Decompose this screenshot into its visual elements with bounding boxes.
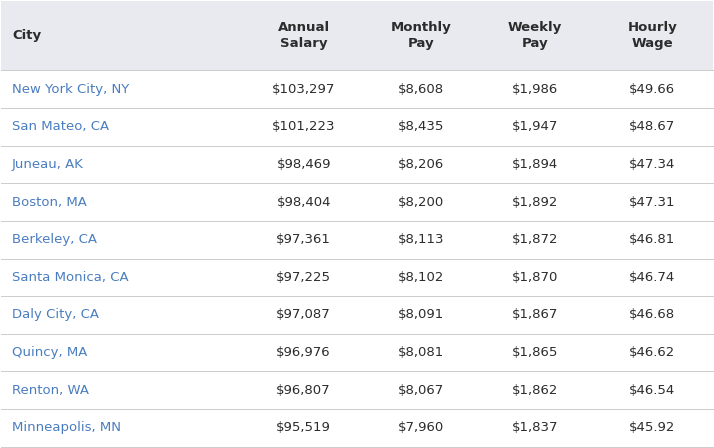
Text: Santa Monica, CA: Santa Monica, CA — [12, 271, 129, 284]
Bar — [1, 108, 713, 146]
Text: Renton, WA: Renton, WA — [12, 383, 89, 396]
Text: Weekly
Pay: Weekly Pay — [508, 22, 562, 50]
Bar — [1, 221, 713, 258]
Text: $1,894: $1,894 — [512, 158, 558, 171]
Text: $1,867: $1,867 — [512, 308, 558, 321]
Text: $95,519: $95,519 — [276, 421, 331, 434]
Text: $7,960: $7,960 — [398, 421, 444, 434]
Text: Annual
Salary: Annual Salary — [278, 22, 330, 50]
Text: $8,102: $8,102 — [398, 271, 444, 284]
Text: $98,469: $98,469 — [276, 158, 331, 171]
Text: $1,837: $1,837 — [511, 421, 558, 434]
Bar — [1, 334, 713, 371]
Bar — [1, 70, 713, 108]
Text: $1,892: $1,892 — [512, 196, 558, 209]
Bar — [1, 183, 713, 221]
Bar — [1, 1, 713, 70]
Text: $46.68: $46.68 — [629, 308, 675, 321]
Text: $8,081: $8,081 — [398, 346, 444, 359]
Text: $8,091: $8,091 — [398, 308, 444, 321]
Text: Berkeley, CA: Berkeley, CA — [12, 233, 97, 246]
Text: Monthly
Pay: Monthly Pay — [391, 22, 451, 50]
Text: $8,200: $8,200 — [398, 196, 444, 209]
Bar — [1, 258, 713, 296]
Bar — [1, 409, 713, 447]
Text: $8,067: $8,067 — [398, 383, 444, 396]
Text: Juneau, AK: Juneau, AK — [12, 158, 84, 171]
Text: $97,087: $97,087 — [276, 308, 331, 321]
Text: $48.67: $48.67 — [629, 121, 675, 134]
Text: $97,225: $97,225 — [276, 271, 331, 284]
Text: $101,223: $101,223 — [272, 121, 336, 134]
Text: $45.92: $45.92 — [629, 421, 675, 434]
Text: $46.62: $46.62 — [629, 346, 675, 359]
Text: $1,947: $1,947 — [512, 121, 558, 134]
Text: $1,870: $1,870 — [512, 271, 558, 284]
Text: Boston, MA: Boston, MA — [12, 196, 87, 209]
Text: New York City, NY: New York City, NY — [12, 83, 129, 96]
Text: $103,297: $103,297 — [272, 83, 336, 96]
Bar — [1, 296, 713, 334]
Text: $47.34: $47.34 — [629, 158, 675, 171]
Text: $8,435: $8,435 — [398, 121, 444, 134]
Bar — [1, 146, 713, 183]
Text: $47.31: $47.31 — [629, 196, 675, 209]
Text: $46.54: $46.54 — [629, 383, 675, 396]
Text: $1,872: $1,872 — [511, 233, 558, 246]
Text: $96,807: $96,807 — [276, 383, 331, 396]
Text: Quincy, MA: Quincy, MA — [12, 346, 87, 359]
Text: Hourly
Wage: Hourly Wage — [628, 22, 677, 50]
Text: $1,986: $1,986 — [512, 83, 558, 96]
Text: $8,608: $8,608 — [398, 83, 444, 96]
Text: $8,113: $8,113 — [398, 233, 444, 246]
Text: $96,976: $96,976 — [276, 346, 331, 359]
Text: San Mateo, CA: San Mateo, CA — [12, 121, 109, 134]
Text: $97,361: $97,361 — [276, 233, 331, 246]
Text: $46.74: $46.74 — [629, 271, 675, 284]
Text: Daly City, CA: Daly City, CA — [12, 308, 99, 321]
Text: $46.81: $46.81 — [629, 233, 675, 246]
Text: Minneapolis, MN: Minneapolis, MN — [12, 421, 121, 434]
Text: $98,404: $98,404 — [276, 196, 331, 209]
Text: $8,206: $8,206 — [398, 158, 444, 171]
Text: City: City — [12, 30, 41, 43]
Text: $49.66: $49.66 — [629, 83, 675, 96]
Text: $1,862: $1,862 — [512, 383, 558, 396]
Text: $1,865: $1,865 — [512, 346, 558, 359]
Bar — [1, 371, 713, 409]
